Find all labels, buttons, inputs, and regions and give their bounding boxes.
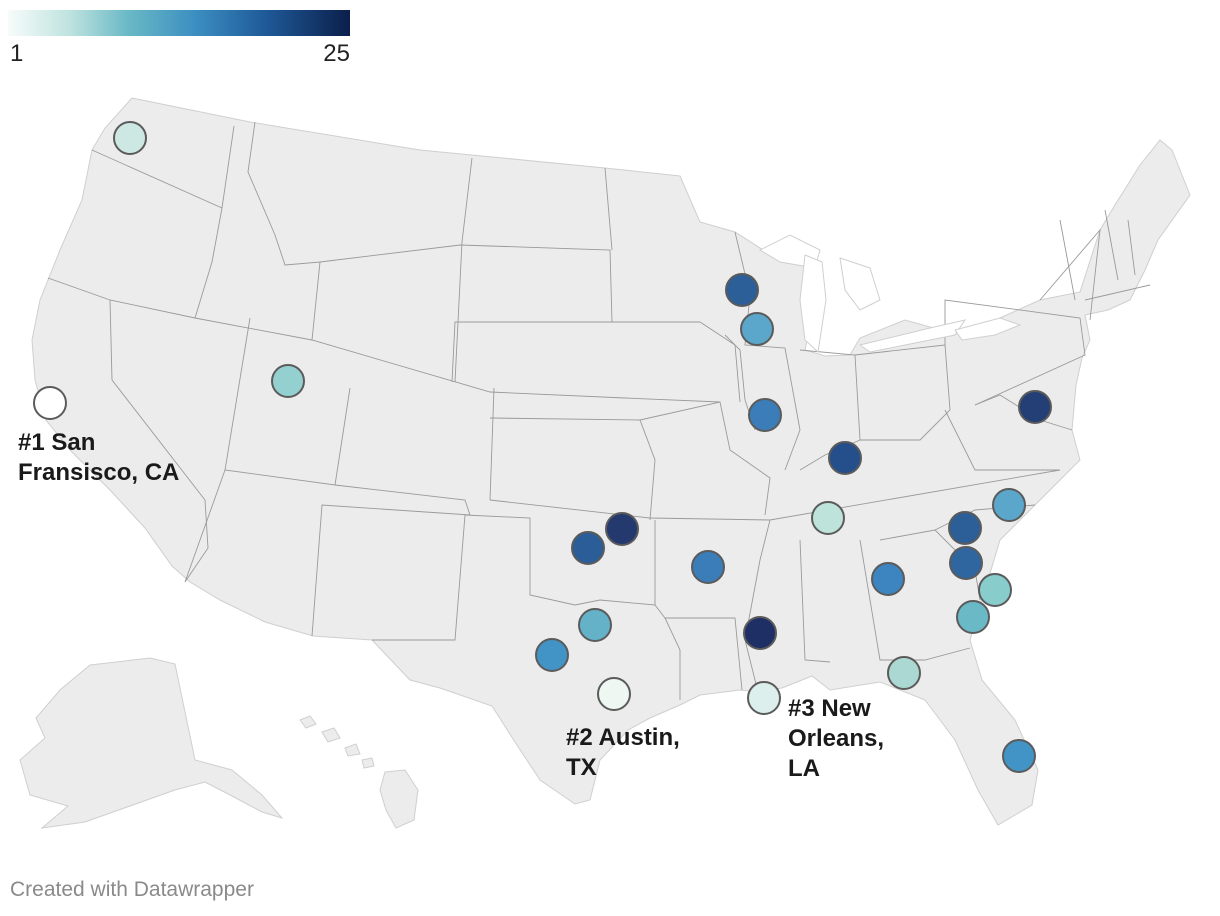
city-marker-miami[interactable] (1002, 739, 1036, 773)
city-marker-savannah[interactable] (956, 600, 990, 634)
city-marker-stlouis[interactable] (748, 398, 782, 432)
city-circles-layer (33, 121, 1052, 773)
city-marker-fortsmith[interactable] (691, 550, 725, 584)
alaska-shape (19, 657, 284, 829)
city-marker-louisville[interactable] (828, 441, 862, 475)
city-marker-tallahassee[interactable] (887, 656, 921, 690)
city-marker-milwaukee[interactable] (725, 273, 759, 307)
label-san-francisco: #1 San Fransisco, CA (18, 429, 180, 486)
states-layer (19, 97, 1191, 829)
city-marker-sf[interactable] (33, 386, 67, 420)
footer-credit: Created with Datawrapper (10, 878, 254, 901)
city-marker-jackson[interactable] (743, 616, 777, 650)
color-legend: 1 25 (8, 10, 350, 67)
city-marker-dc[interactable] (1018, 390, 1052, 424)
legend-min-label: 1 (10, 40, 24, 67)
city-marker-charleston[interactable] (978, 573, 1012, 607)
label-new-orleans: #3 New Orleans, LA (788, 695, 885, 782)
city-marker-nashville[interactable] (811, 501, 845, 535)
city-marker-seattle[interactable] (113, 121, 147, 155)
city-marker-atlanta[interactable] (871, 562, 905, 596)
state-borders (47, 121, 1151, 700)
legend-max-label: 25 (323, 40, 350, 67)
city-marker-okc[interactable] (605, 512, 639, 546)
city-marker-midland[interactable] (535, 638, 569, 672)
city-marker-austin[interactable] (597, 677, 631, 711)
great-lakes (758, 234, 1022, 354)
contiguous-us-shape (31, 97, 1191, 826)
hawaii-shapes (299, 715, 419, 829)
city-marker-chicago[interactable] (740, 312, 774, 346)
legend-gradient-bar (8, 10, 350, 36)
city-marker-lubbock[interactable] (571, 531, 605, 565)
city-marker-charlotte[interactable] (948, 511, 982, 545)
city-marker-raleigh[interactable] (992, 488, 1026, 522)
city-marker-neworleans[interactable] (747, 681, 781, 715)
city-marker-slc[interactable] (271, 364, 305, 398)
city-marker-dfw[interactable] (578, 608, 612, 642)
city-marker-columbia[interactable] (949, 546, 983, 580)
label-austin: #2 Austin, TX (566, 724, 680, 781)
